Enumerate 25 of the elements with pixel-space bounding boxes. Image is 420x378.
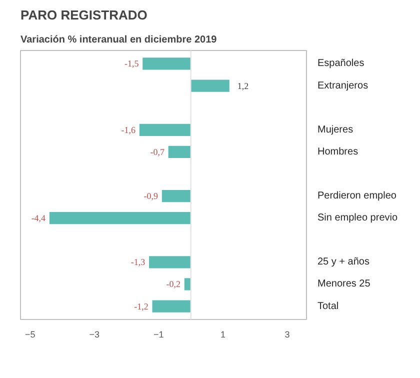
y-tick-label: Total [318,300,339,312]
y-tick-label: 25 y + años [318,256,370,268]
x-tick-label: 1 [220,330,226,340]
data-label: -0,2 [166,279,181,290]
x-tick-label: 3 [284,330,290,340]
data-label: -1,5 [124,58,140,69]
y-tick-label: Mujeres [318,124,354,136]
data-label: 1,2 [237,80,249,91]
y-tick-label: Menores 25 [318,278,371,290]
chart-subtitle: Variación % interanual en diciembre 2019 [20,34,218,46]
data-label: -0,7 [150,146,165,157]
data-label: -4,4 [31,213,46,224]
x-tick-label: −1 [154,330,164,340]
data-label: -0,9 [144,191,159,202]
chart-title: PARO REGISTRADO [20,8,148,22]
data-label: -1,6 [121,124,136,135]
y-tick-label: Españoles [318,58,364,70]
y-tick-label: Hombres [318,146,358,158]
data-label: -1,3 [130,257,146,268]
y-tick-label: Extranjeros [318,80,368,92]
y-tick-label: Sin empleo previo [318,212,398,224]
data-label: -1,2 [134,301,148,312]
y-tick-label: Perdieron empleo [318,190,397,202]
x-tick-label: −5 [25,330,36,340]
x-tick-label: −3 [89,330,100,340]
